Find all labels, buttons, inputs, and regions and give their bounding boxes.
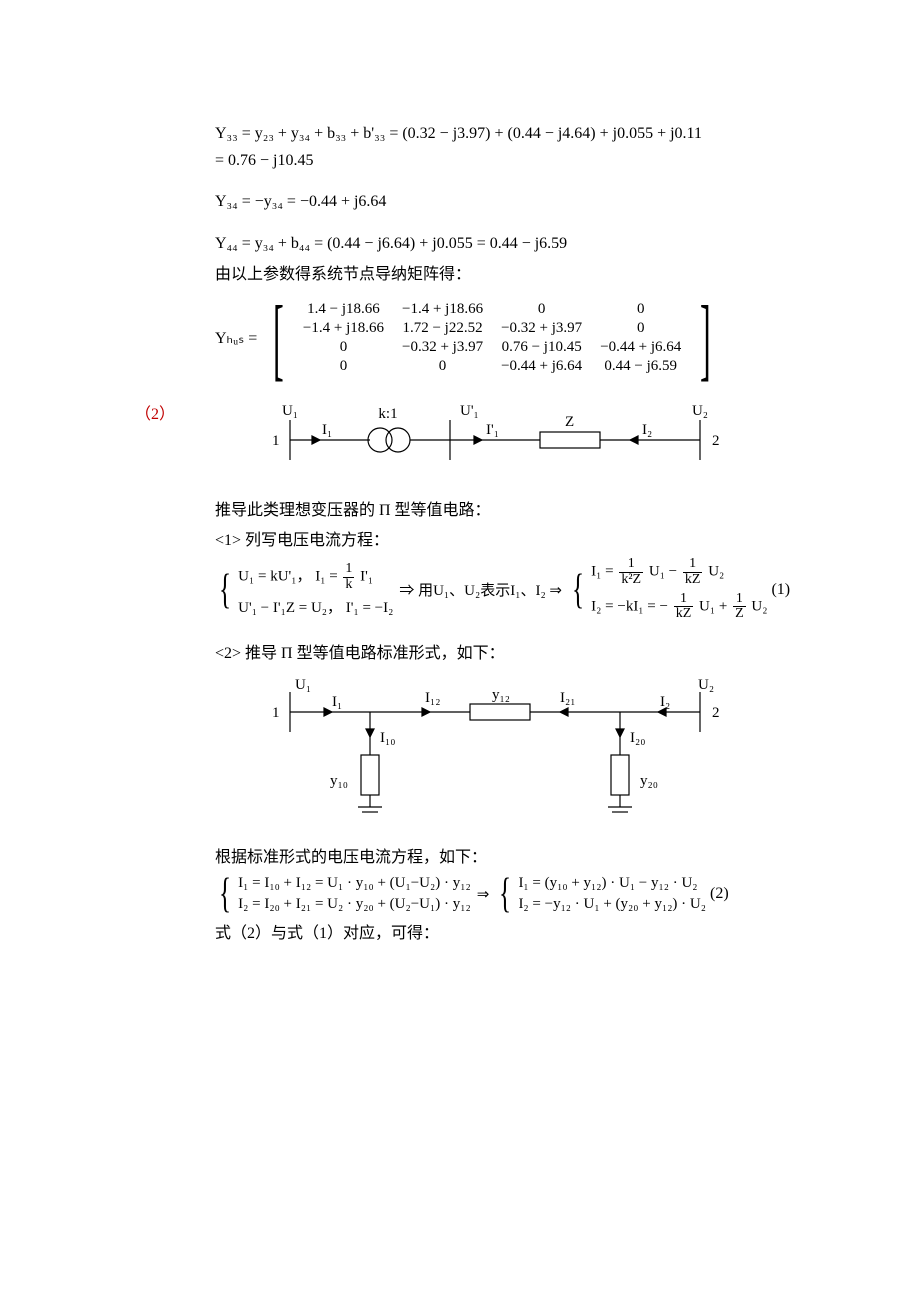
eq1-lb-pre: I₁ = [315, 569, 337, 585]
eq2-label: (2) [710, 885, 729, 903]
brace-left-icon: { [219, 570, 231, 610]
brace-left-icon: { [499, 874, 511, 914]
eq1-r2-d2: Z [733, 606, 746, 622]
d1-u1p: U'₁ [460, 403, 479, 419]
d1-z: Z [565, 414, 574, 430]
derive-pi-text: 推导此类理想变压器的 Π 型等值电路： [215, 497, 820, 524]
matrix-cell: −0.44 + j6.64 [591, 338, 690, 357]
d2-u1: U₁ [295, 677, 311, 693]
eq1-r2-n2: 1 [734, 592, 745, 607]
matrix-cell: 0 [492, 300, 591, 319]
matrix-cell: −0.32 + j3.97 [393, 338, 492, 357]
eq2-mid: ⇒ [477, 885, 490, 904]
d2-i10: I₁₀ [380, 730, 395, 746]
eq1-mid: ⇒ 用U₁、U₂表示I₁、I₂ ⇒ [399, 579, 562, 600]
eq2-r1: I₁ = (y₁₀ + y₁₂) · U₁ − y₁₂ · U₂ [518, 875, 706, 892]
matrix-cell: −1.4 + j18.66 [294, 319, 393, 338]
matrix-cell: 1.72 − j22.52 [393, 319, 492, 338]
bracket-right-icon: ] [700, 294, 711, 382]
eq1-r2-post: U₂ [751, 598, 767, 614]
eq2-r2: I₂ = −y₁₂ · U₁ + (y₂₀ + y₁₂) · U₂ [518, 896, 706, 913]
ybus-matrix-row: Yₕᵤₛ = [ 1.4 − j18.66 −1.4 + j18.66 0 0 … [215, 294, 820, 382]
brace-left-icon: { [219, 874, 231, 914]
eq1-la: U₁ = kU'₁， [238, 569, 311, 585]
matrix-cell: 1.4 − j18.66 [294, 300, 393, 319]
matrix-cell: 0 [294, 357, 393, 376]
eq2-l2: I₂ = I₂₀ + I₂₁ = U₂ · y₂₀ + (U₂−U₁) · y₁… [238, 896, 471, 913]
matrix-cell: −0.32 + j3.97 [492, 319, 591, 338]
matrix-cell: −0.44 + j6.64 [492, 357, 591, 376]
correspond-text: 式（2）与式（1）对应，可得： [215, 920, 820, 947]
ybus-lhs: Yₕᵤₛ = [215, 328, 257, 348]
d2-i2: I₂ [660, 694, 670, 710]
equation-system-1: { U₁ = kU'₁， I₁ = 1k I'₁ U'₁ − I'₁Z = U₂… [215, 557, 820, 622]
matrix-intro-text: 由以上参数得系统节点导纳矩阵得： [215, 261, 820, 288]
eq1-lb-num: 1 [343, 562, 354, 577]
eq1-r1-post: U₂ [708, 564, 724, 580]
equation-y44: Y₄₄ = y₃₄ + b₄₄ = (0.44 − j6.64) + j0.05… [215, 230, 820, 257]
std-form-intro: 根据标准形式的电压电流方程，如下： [215, 844, 820, 871]
eq1-r1-pre: I₁ = [591, 564, 613, 580]
eq1-r2-pre: I₂ = −kI₁ = − [591, 598, 668, 614]
ybus-matrix: 1.4 − j18.66 −1.4 + j18.66 0 0 −1.4 + j1… [294, 300, 690, 376]
d2-y20: y₂₀ [640, 773, 658, 789]
equation-y34: Y₃₄ = −y₃₄ = −0.44 + j6.64 [215, 188, 820, 215]
d2-i21: I₂₁ [560, 690, 575, 706]
step2-label: <2> 推导 Π 型等值电路标准形式，如下： [215, 640, 820, 667]
d1-u2: U₂ [692, 403, 708, 419]
d2-i1: I₁ [332, 694, 342, 710]
d2-y10: y₁₀ [330, 773, 348, 789]
eq1-label: (1) [771, 581, 790, 599]
d2-u2: U₂ [698, 677, 714, 693]
d2-n2: 2 [712, 705, 720, 721]
eq1-r2-n1: 1 [678, 592, 689, 607]
pi-equivalent-diagram: U₁ I₁ I₁₂ y₁₂ I₂₁ I₂ U₂ 1 2 I₁₀ I₂₀ y₁₀ … [260, 677, 820, 832]
d2-n1: 1 [272, 705, 280, 721]
d2-y12: y₁₂ [492, 687, 510, 703]
eq1-lb-post: I'₁ [360, 569, 373, 585]
eq2-l1: I₁ = I₁₀ + I₁₂ = U₁ · y₁₀ + (U₁−U₂) · y₁… [238, 875, 471, 892]
matrix-cell: 0 [591, 300, 690, 319]
eq1-r1-n1: 1 [626, 557, 637, 572]
eq1-lc: U'₁ − I'₁Z = U₂， [238, 600, 342, 616]
d1-i2: I₂ [642, 422, 652, 438]
eq1-r2-mid: U₁ + [699, 598, 727, 614]
d1-k: k:1 [378, 406, 397, 422]
eq1-r2-d1: kZ [674, 606, 694, 622]
d1-i1: I₁ [322, 422, 332, 438]
bracket-left-icon: [ [273, 294, 284, 382]
equation-system-2: { I₁ = I₁₀ + I₁₂ = U₁ · y₁₀ + (U₁−U₂) · … [215, 874, 820, 914]
equation-y33-line1: Y₃₃ = y₂₃ + y₃₄ + b₃₃ + b'₃₃ = (0.32 − j… [215, 120, 820, 147]
equation-y33: Y₃₃ = y₂₃ + y₃₄ + b₃₃ + b'₃₃ = (0.32 − j… [215, 120, 820, 174]
eq1-r1-d2: kZ [683, 572, 703, 588]
matrix-cell: 0 [393, 357, 492, 376]
d2-i12: I₁₂ [425, 690, 440, 706]
matrix-cell: 0.44 − j6.59 [591, 357, 690, 376]
d2-i20: I₂₀ [630, 730, 645, 746]
eq1-lb-den: k [343, 577, 354, 593]
matrix-cell: −1.4 + j18.66 [393, 300, 492, 319]
eq1-r1-d1: k²Z [619, 572, 643, 588]
eq1-r1-n2: 1 [687, 557, 698, 572]
matrix-cell: 0.76 − j10.45 [492, 338, 591, 357]
d1-u1: U₁ [282, 403, 298, 419]
d1-n1: 1 [272, 433, 280, 449]
section-2-label: （2） [135, 400, 175, 424]
eq1-r1-mid: U₁ − [649, 564, 677, 580]
matrix-cell: 0 [591, 319, 690, 338]
matrix-cell: 0 [294, 338, 393, 357]
d1-n2: 2 [712, 433, 720, 449]
eq1-ld: I'₁ = −I₂ [346, 600, 394, 616]
step1-label: <1> 列写电压电流方程： [215, 527, 820, 554]
transformer-circuit-diagram: U₁ I₁ k:1 U'₁ I'₁ Z I₂ U₂ 1 2 [260, 400, 820, 485]
d1-i1p: I'₁ [486, 422, 499, 438]
equation-y33-line2: = 0.76 − j10.45 [215, 147, 820, 174]
brace-left-icon: { [572, 570, 584, 610]
